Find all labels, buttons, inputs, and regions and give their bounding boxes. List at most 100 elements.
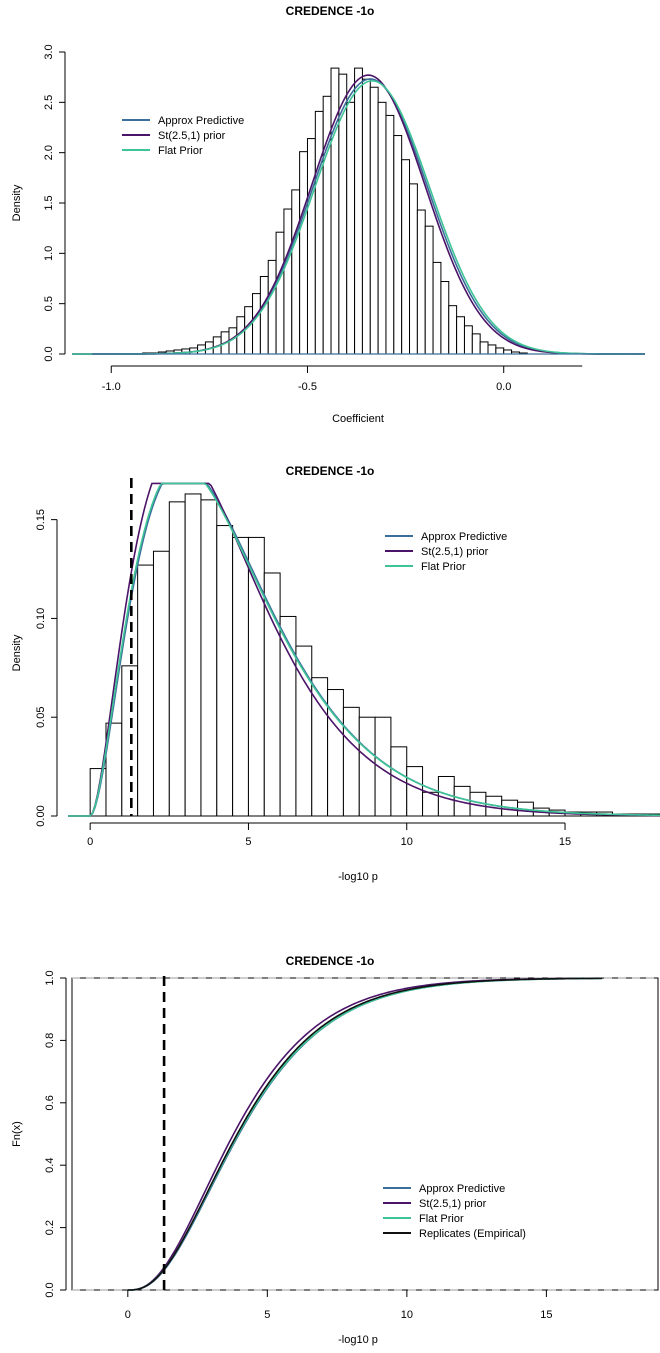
x-tick-label: 10	[401, 836, 413, 848]
y-tick-label: 1.0	[43, 246, 55, 261]
x-tick-label: 15	[559, 836, 571, 848]
histogram-bar	[385, 114, 395, 355]
y-tick-label: 0.2	[44, 1220, 56, 1235]
histogram-bar	[252, 293, 261, 355]
histogram-bar	[283, 208, 293, 355]
histogram-bar	[152, 550, 170, 817]
legend-entry: Approx Predictive	[419, 1183, 505, 1195]
x-tick-label: -0.5	[298, 381, 317, 393]
legend-entry: Flat Prior	[419, 1213, 464, 1225]
x-tick-label: 0	[87, 836, 93, 848]
legend-entry: Approx Predictive	[158, 115, 244, 127]
x-axis: 0 5 10 15 -log10 p	[87, 822, 571, 883]
x-axis-label: -log10 p	[338, 1334, 378, 1346]
legend-entry: St(2.5,1) prior	[419, 1198, 487, 1210]
histogram-bar	[463, 325, 473, 355]
x-axis: 0 5 10 15 -log10 p	[125, 1290, 553, 1346]
histogram-bar	[406, 766, 424, 817]
histogram-bar	[479, 341, 489, 355]
histogram-bar	[244, 306, 254, 355]
histogram-bar	[409, 183, 418, 355]
histogram-bars	[142, 67, 528, 355]
legend-entry: Replicates (Empirical)	[419, 1228, 526, 1240]
x-tick-label: 0.0	[496, 381, 511, 393]
y-tick-label: 0.15	[35, 509, 47, 530]
y-tick-label: 0.05	[35, 707, 47, 728]
y-tick-label: 2.0	[43, 145, 55, 160]
legend-entry: St(2.5,1) prior	[158, 130, 226, 142]
y-tick-label: 0.8	[44, 1033, 56, 1048]
histogram-bar	[377, 101, 387, 355]
chart-title: CREDENCE -1o	[286, 954, 375, 968]
histogram-bar	[267, 259, 277, 355]
histogram-bar	[314, 110, 324, 355]
histogram-bars	[89, 493, 660, 817]
legend-entry: Flat Prior	[158, 145, 203, 157]
x-axis-label: -log10 p	[338, 871, 378, 883]
panel-log10p-ecdf: CREDENCE -1o 0.0 0.2 0.4 0.6 0.8 1.0 Fn(x) 0 5 10 1…	[11, 954, 659, 1346]
chart-title: CREDENCE -1o	[286, 4, 375, 18]
x-tick-label: 5	[245, 836, 251, 848]
series-line	[127, 977, 603, 1291]
legend: Approx Predictive St(2.5,1) prior Flat Pri…	[122, 115, 244, 157]
y-axis: 0.00 0.05 0.10 0.15 Density	[11, 509, 58, 827]
y-axis: 0.0 0.2 0.4 0.6 0.8 1.0 Fn(x)	[11, 970, 67, 1298]
x-tick-label: 5	[264, 1309, 270, 1321]
histogram-bar	[448, 305, 458, 355]
histogram-bar	[306, 138, 316, 355]
panel-coefficient-histogram: CREDENCE -1o 0.0 0.5 1.0 1.5 2.0 2.5 3.0 Density…	[11, 4, 645, 425]
y-axis: 0.0 0.5 1.0 1.5 2.0 2.5 3.0 Density	[11, 44, 66, 362]
histogram-bar	[432, 261, 442, 355]
y-axis-label: Fn(x)	[11, 1121, 23, 1147]
histogram-bar	[342, 706, 360, 817]
y-axis-label: Density	[11, 184, 23, 221]
histogram-bar	[121, 665, 139, 817]
panel-log10p-histogram: CREDENCE -1o 0.00 0.05 0.10 0.15 Density 0 5 10 1…	[11, 464, 660, 883]
histogram-bar	[216, 525, 234, 817]
y-tick-label: 0.4	[44, 1158, 56, 1173]
legend: Approx Predictive St(2.5,1) prior Flat Pri…	[383, 1183, 526, 1240]
series-line	[127, 977, 603, 1291]
histogram-bar	[416, 209, 426, 355]
histogram-bar	[299, 151, 308, 355]
histogram-bar	[184, 493, 202, 817]
y-tick-label: 0.5	[43, 296, 55, 311]
histogram-bar	[495, 347, 505, 355]
y-tick-label: 1.0	[44, 970, 56, 985]
x-tick-label: 0	[125, 1309, 131, 1321]
x-tick-label: 15	[540, 1309, 552, 1321]
plot-frame	[71, 977, 659, 1291]
y-tick-label: 0.0	[43, 346, 55, 361]
histogram-bar	[393, 135, 403, 355]
legend: Approx Predictive St(2.5,1) prior Flat Pri…	[385, 531, 507, 573]
series-line	[127, 977, 603, 1291]
histogram-bar	[456, 316, 465, 355]
series-line	[68, 482, 660, 817]
histogram-bar	[369, 86, 379, 355]
curves	[127, 977, 603, 1291]
histogram-bar	[168, 501, 186, 817]
x-tick-label: 10	[401, 1309, 413, 1321]
y-tick-label: 0.10	[35, 608, 47, 629]
y-tick-label: 1.5	[43, 195, 55, 210]
x-tick-label: -1.0	[102, 381, 121, 393]
curves	[68, 482, 660, 817]
y-tick-label: 2.5	[43, 95, 55, 110]
histogram-bar	[346, 101, 356, 355]
histogram-bar	[137, 564, 154, 817]
histogram-bar	[440, 281, 450, 355]
histogram-bar	[330, 67, 340, 355]
y-tick-label: 0.00	[35, 805, 47, 826]
y-tick-label: 3.0	[43, 44, 55, 59]
y-tick-label: 0.0	[44, 1282, 56, 1297]
histogram-bar	[354, 67, 363, 355]
y-axis-label: Density	[11, 634, 23, 671]
histogram-bar	[275, 231, 285, 355]
histogram-bar	[471, 333, 481, 355]
legend-entry: St(2.5,1) prior	[421, 546, 489, 558]
x-axis: -1.0 -0.5 0.0 Coefficient	[102, 365, 583, 425]
histogram-bar	[358, 716, 376, 817]
histogram-bar	[361, 78, 371, 355]
legend-entry: Approx Predictive	[421, 531, 507, 543]
